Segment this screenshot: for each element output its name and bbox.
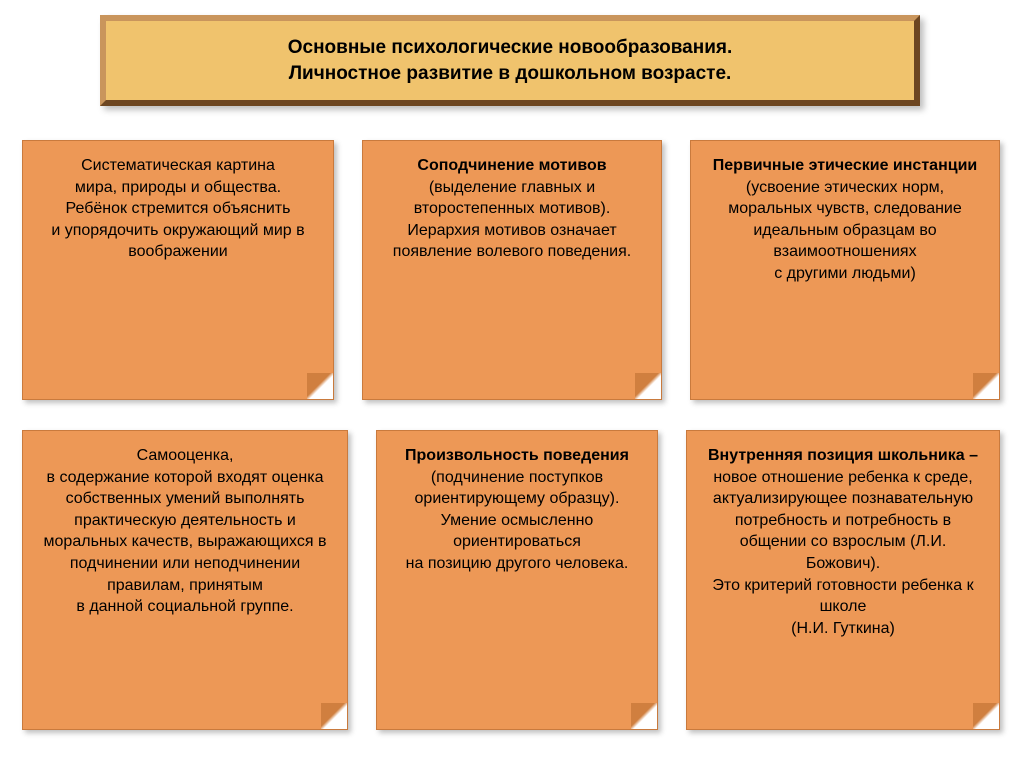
note-text: Соподчинение мотивов(выделение главных и… [393, 157, 631, 260]
note-text: Внутренняя позиция школьника – новое отн… [708, 447, 978, 637]
page-fold-icon [321, 703, 347, 729]
note-ethical-instances: Первичные этические инстанции (усвоение … [690, 140, 1000, 400]
page-fold-icon [973, 373, 999, 399]
note-text: Систематическая картинамира, природы и о… [51, 157, 304, 260]
title-line-1: Основные психологические новообразования… [126, 35, 894, 61]
note-systematic-picture: Систематическая картинамира, природы и о… [22, 140, 334, 400]
note-text: Самооценка,в содержание которой входят о… [44, 447, 327, 615]
title-panel: Основные психологические новообразования… [100, 15, 920, 106]
page-fold-icon [307, 373, 333, 399]
page-fold-icon [635, 373, 661, 399]
note-text: Произвольность поведения(подчинение пост… [405, 447, 629, 572]
page-fold-icon [973, 703, 999, 729]
note-motives-subordination: Соподчинение мотивов(выделение главных и… [362, 140, 662, 400]
note-self-esteem: Самооценка,в содержание которой входят о… [22, 430, 348, 730]
note-inner-position: Внутренняя позиция школьника – новое отн… [686, 430, 1000, 730]
page-fold-icon [631, 703, 657, 729]
note-text: Первичные этические инстанции (усвоение … [713, 157, 977, 282]
note-voluntary-behavior: Произвольность поведения(подчинение пост… [376, 430, 658, 730]
title-line-2: Личностное развитие в дошкольном возраст… [126, 61, 894, 87]
